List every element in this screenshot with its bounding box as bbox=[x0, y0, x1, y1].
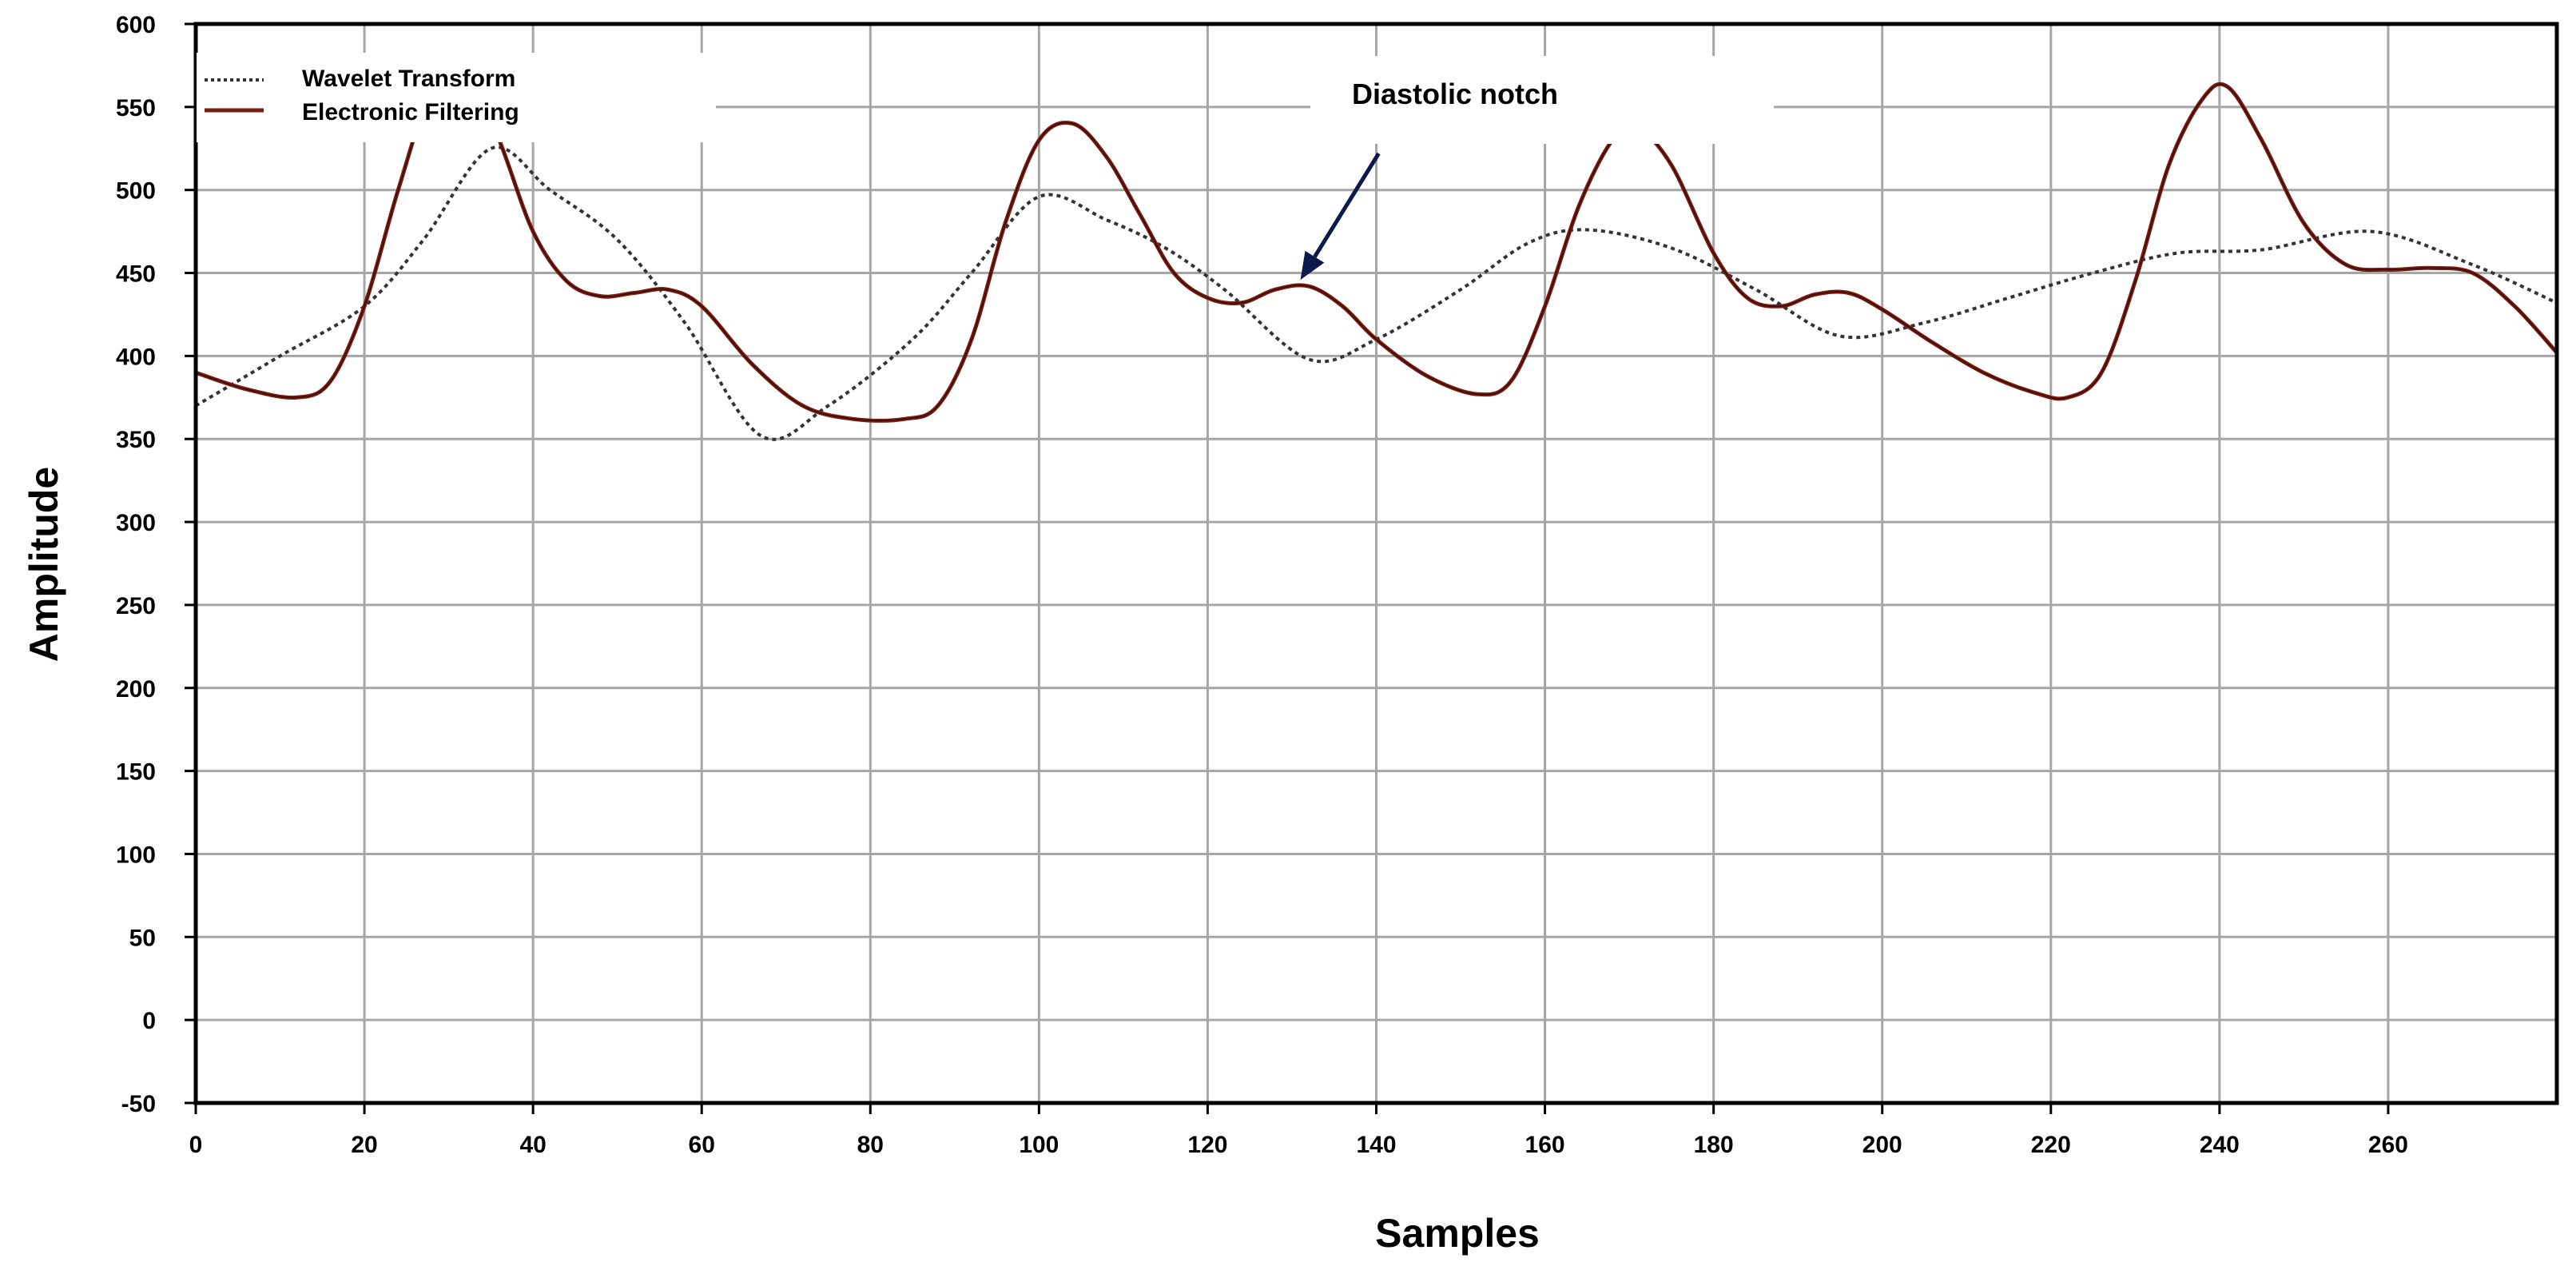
annotation-arrow bbox=[1313, 152, 1381, 258]
y-axis-title: Amplitude bbox=[22, 467, 66, 662]
x-axis-title: Samples bbox=[1375, 1211, 1540, 1256]
x-tick-label: 240 bbox=[2200, 1132, 2240, 1158]
y-axis-ticks: -50 0 50 100 150 200 250 300 350 400 450 500 550 600 bbox=[116, 12, 196, 1117]
annotation-box bbox=[1310, 56, 1774, 144]
y-tick-label: 400 bbox=[116, 344, 156, 370]
x-tick-label: 60 bbox=[689, 1132, 715, 1158]
x-tick-label: 260 bbox=[2368, 1132, 2408, 1158]
y-tick-label: 100 bbox=[116, 842, 156, 868]
y-tick-label: 600 bbox=[116, 12, 156, 38]
x-tick-label: 140 bbox=[1356, 1132, 1396, 1158]
x-tick-label: 180 bbox=[1694, 1132, 1734, 1158]
y-tick-label: 500 bbox=[116, 178, 156, 205]
grid bbox=[196, 22, 2557, 1105]
y-tick-label: 350 bbox=[116, 427, 156, 453]
x-tick-label: 40 bbox=[519, 1132, 546, 1158]
annotation-label: Diastolic notch bbox=[1352, 78, 1558, 110]
plot-frame bbox=[193, 22, 2559, 1105]
y-tick-label: 450 bbox=[116, 261, 156, 288]
legend-label-wavelet: Wavelet Transform bbox=[302, 66, 515, 92]
x-axis-ticks: 0 20 40 60 80 100 120 140 160 180 200 220 240 260 bbox=[189, 1103, 2408, 1158]
y-tick-label: 300 bbox=[116, 510, 156, 536]
y-tick-label: 0 bbox=[142, 1008, 156, 1034]
y-tick-label: 150 bbox=[116, 759, 156, 786]
legend-box bbox=[197, 53, 716, 142]
x-tick-label: 160 bbox=[1525, 1132, 1565, 1158]
x-tick-label: 120 bbox=[1187, 1132, 1227, 1158]
y-tick-label: -50 bbox=[121, 1091, 156, 1117]
legend-label-electronic: Electronic Filtering bbox=[302, 99, 519, 125]
y-tick-label: 50 bbox=[129, 925, 156, 951]
x-tick-label: 100 bbox=[1019, 1132, 1059, 1158]
annotation-diastolic-notch: Diastolic notch bbox=[1300, 56, 1774, 281]
y-tick-label: 250 bbox=[116, 593, 156, 619]
x-tick-label: 0 bbox=[189, 1132, 203, 1158]
x-tick-label: 20 bbox=[351, 1132, 377, 1158]
x-tick-label: 200 bbox=[1862, 1132, 1902, 1158]
series-line-core bbox=[196, 62, 2557, 422]
x-tick-label: 80 bbox=[857, 1132, 884, 1158]
series-layer bbox=[196, 61, 2557, 441]
series-line-wavelet-transform bbox=[196, 145, 2557, 441]
legend: Wavelet Transform Electronic Filtering bbox=[197, 53, 716, 142]
y-tick-label: 550 bbox=[116, 95, 156, 121]
annotation-arrow-head bbox=[1300, 250, 1325, 281]
y-tick-label: 200 bbox=[116, 676, 156, 703]
x-tick-label: 220 bbox=[2031, 1132, 2071, 1158]
